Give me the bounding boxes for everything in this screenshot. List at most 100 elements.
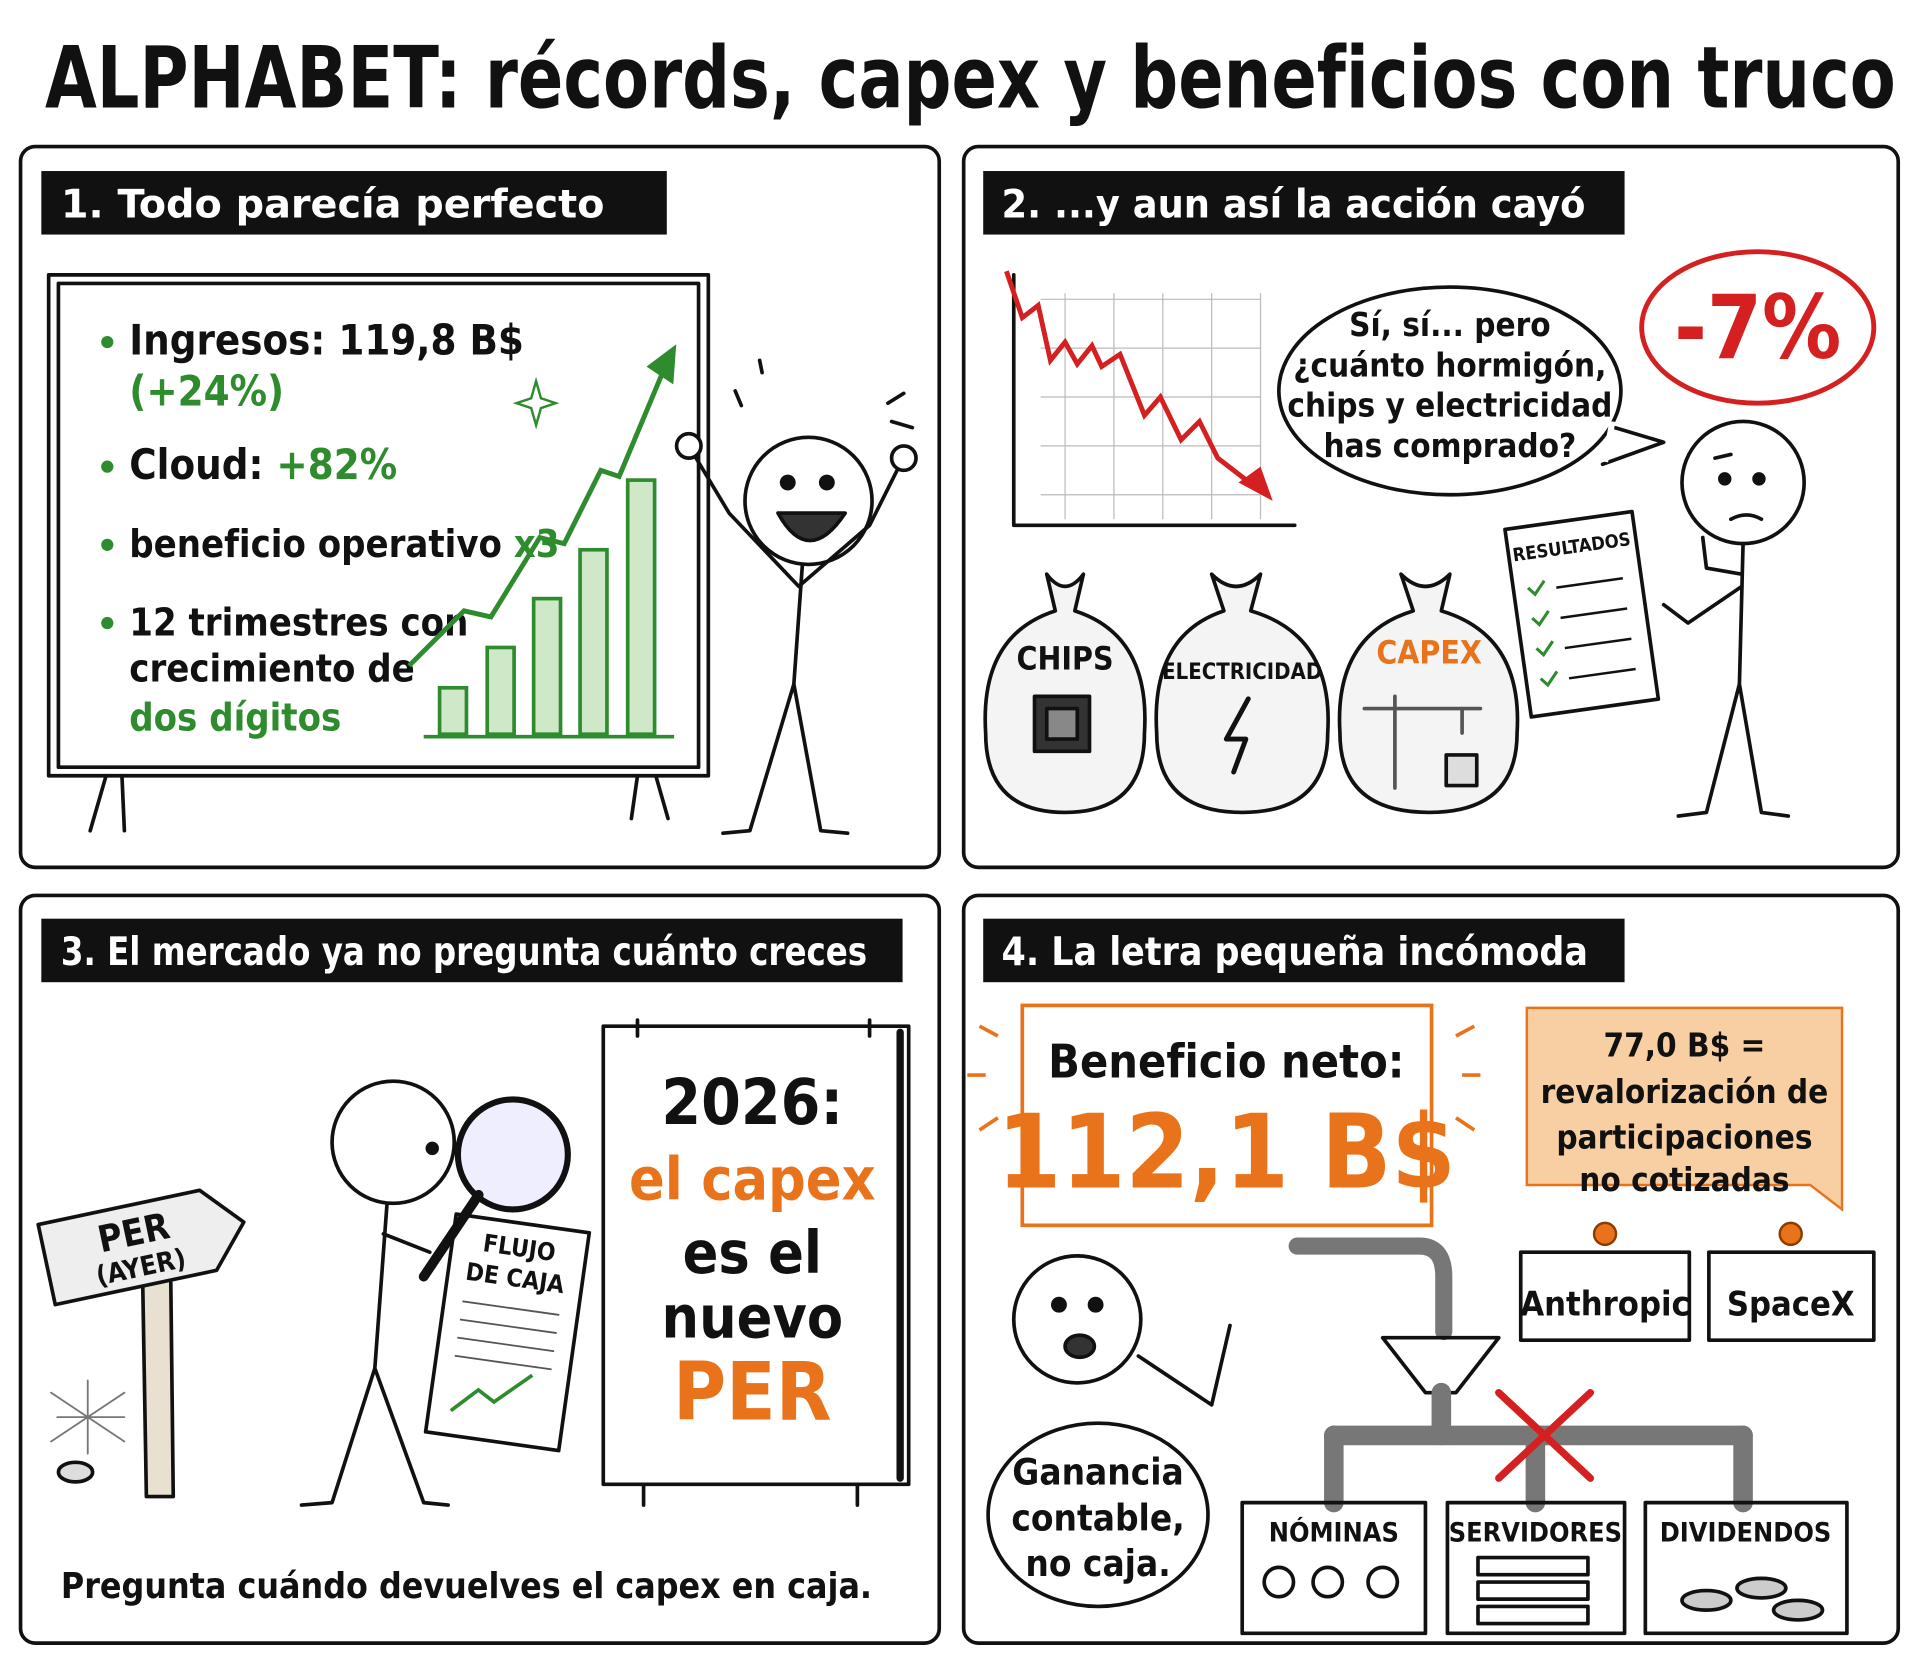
stake-label: SpaceX [1727,1285,1855,1325]
illustration-shape [983,918,1625,983]
illustration-shape [818,474,835,491]
drop-badge: -7% [1674,276,1841,379]
bullet-text: Cloud: +82% [129,440,397,489]
illustration-shape [674,431,703,460]
illustration-shape [779,474,796,491]
illustration-shape [88,773,670,833]
billboard-text: PER [673,1346,832,1440]
illustration-shape [601,1024,911,1487]
illustration-shape [1602,420,1616,463]
illustration-shape [1643,1500,1849,1636]
bullet-text: 12 trimestres con [129,600,468,644]
worried-figure [1011,1254,1232,1407]
bullet-highlight: dos dígitos [129,696,341,740]
illustration-shape [407,355,672,668]
speech-text: Sí, sí... pero [1349,305,1550,344]
illustration-shape [1240,1500,1428,1636]
illustration-shape [1051,1296,1067,1313]
note-text: no cotizadas [1579,1160,1789,1199]
illustration-shape [1680,1588,1733,1612]
illustration-shape [56,281,701,770]
illustration-shape [1476,1604,1590,1626]
label: Cloud: [129,440,263,489]
panel-heading: 4. La letra pequeña incómoda [1002,930,1588,975]
illustration-shape [437,685,469,737]
illustration-shape [101,538,114,551]
illustration-shape [961,144,1901,870]
illustration-shape [454,1096,571,1213]
illustration-shape [512,376,560,430]
note-text: 77,0 B$ = [1603,1026,1765,1065]
illustration-shape [625,478,657,737]
illustration-shape [531,596,563,737]
illustration-shape [1778,1221,1803,1247]
speech-text: no caja. [1025,1542,1170,1585]
title: ALPHABET: récords, capex y beneficios co… [45,30,1896,129]
illustration-shape [423,1212,592,1453]
illustration-shape [18,144,942,870]
illustration-shape [425,1141,439,1156]
illustration-shape [454,1300,560,1371]
illustration-shape [961,893,1901,1645]
illustration-group: 77,0 B$ = revalorización de participacio… [1541,1026,1829,1199]
illustration-shape [1713,452,1764,522]
billboard-text: nuevo [662,1284,844,1352]
illustration-shape [101,460,114,473]
illustration-shape [330,1079,457,1206]
illustration-group: Ingresos: 119,8 B$ (+24%) Cloud: +82% be… [101,315,559,740]
speech-tail [1600,425,1666,467]
searching-figure [299,1079,571,1507]
speech-text: Ganancia [1012,1450,1183,1493]
illustration-shape [1011,273,1297,528]
thinking-figure [1661,419,1806,818]
illustration-shape [1223,696,1251,775]
net-income-value: 112,1 B$ [997,1093,1456,1212]
illustration-shape [41,918,903,983]
illustration-shape [1718,472,1732,486]
panel-heading: 3. El mercado ya no pregunta cuánto crec… [61,930,867,975]
speech-text: chips y electricidad [1287,386,1612,425]
stake-label: Anthropic [1520,1285,1689,1325]
signpost [36,1188,246,1499]
outlet-boxes [1240,1500,1849,1636]
illustration-shape [1366,1565,1400,1599]
illustration-shape [1444,753,1479,788]
outlet-label: NÓMINAS [1269,1517,1399,1549]
illustration-shape [1526,579,1559,688]
illustration-shape [1503,509,1661,719]
illustration-shape [1445,1500,1627,1636]
illustration-shape [1476,1580,1590,1601]
illustration-shape [1044,706,1080,741]
illustration-shape [1087,1296,1104,1313]
label: beneficio operativo [129,522,502,566]
illustration-shape [690,450,902,589]
paper-title: RESULTADOS [1511,529,1632,566]
illustration-shape [1337,572,1520,815]
billboard-text: el capex [629,1146,876,1214]
illustration-group: Ganancia contable, no caja. [1011,1450,1184,1585]
happy-figure [674,358,918,835]
illustration-shape [1004,270,1263,494]
illustration-shape [983,572,1147,815]
drop-circle [1639,249,1877,406]
speech-bubble [986,1421,1210,1609]
billboard-text: 2026: [661,1065,843,1139]
falling-chart [1004,270,1297,528]
speech-text: contable, [1011,1497,1184,1540]
sack-label: CHIPS [1017,641,1114,677]
illustration-shape [140,1280,176,1499]
sack-label: CAPEX [1376,635,1482,671]
note [1525,1006,1844,1212]
illustration-shape [1735,1576,1788,1600]
illustration-group: 2026: el capex es el nuevo PER Pregunta … [61,1065,876,1607]
illustration-shape [18,893,942,1645]
illustration-shape [1380,1335,1501,1395]
illustration-shape [1154,572,1330,815]
highlight: +82% [276,440,397,489]
illustration-shape [1262,1565,1296,1599]
illustration-shape [1238,466,1273,501]
illustration-shape [1324,1382,1753,1513]
illustration-shape [1676,541,1791,818]
